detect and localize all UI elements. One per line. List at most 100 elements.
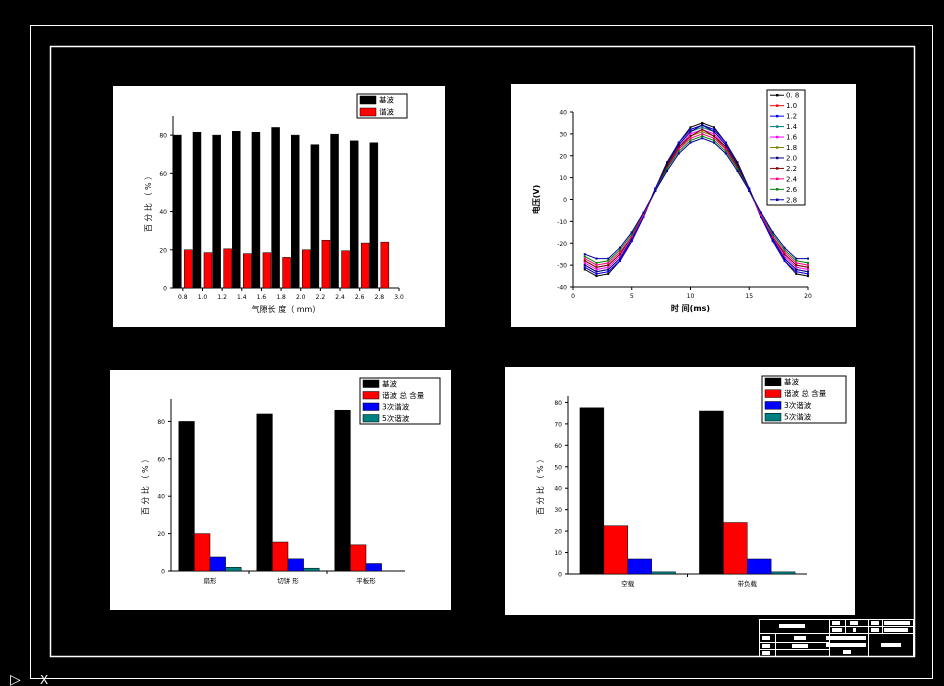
data-point: [619, 253, 621, 256]
x-tick-label: 1.2: [217, 294, 227, 301]
data-point: [795, 261, 798, 264]
y-tick-label: 30: [554, 507, 562, 514]
data-point: [630, 240, 633, 243]
data-point: [595, 264, 598, 267]
data-point: [713, 130, 715, 133]
data-point: [666, 163, 668, 166]
data-point: [724, 143, 727, 146]
data-point: [677, 143, 680, 146]
legend-swatch: [362, 402, 380, 411]
data-point: [771, 240, 774, 243]
data-point: [630, 235, 633, 238]
data-point: [807, 266, 809, 269]
data-point: [583, 259, 586, 262]
x-tick-label: 平板形: [356, 576, 376, 585]
data-point: [595, 261, 598, 264]
y-tick-label: -20: [557, 241, 567, 248]
y-tick-label: 50: [554, 464, 562, 471]
data-point: [607, 261, 610, 264]
data-point: [595, 268, 598, 271]
data-point: [795, 268, 798, 271]
legend-label: 谐波 总 含量: [784, 388, 827, 398]
data-point: [713, 135, 715, 138]
data-point: [771, 231, 774, 234]
data-point: [666, 161, 668, 164]
data-point: [760, 216, 762, 218]
bar: [251, 131, 261, 289]
data-point: [677, 141, 680, 144]
y-tick-label: 20: [554, 529, 562, 536]
data-point: [595, 257, 598, 260]
x-tick-label: 1.4: [237, 294, 247, 301]
bar: [349, 140, 359, 289]
x-tick-label: 3.0: [394, 294, 404, 301]
x-tick-label: 0.8: [178, 294, 188, 301]
data-point: [713, 141, 715, 144]
legend-label: 5次谐波: [784, 412, 812, 422]
data-point: [748, 187, 751, 190]
bar: [256, 413, 273, 572]
y-tick-label: 20: [559, 153, 567, 160]
legend-label: 谐波 总 含量: [382, 390, 425, 400]
data-point: [583, 253, 586, 256]
data-point: [807, 257, 809, 260]
bar: [272, 541, 289, 572]
series-line-2.8: [584, 137, 808, 260]
x-tick-label: 20: [804, 293, 812, 300]
y-tick-label: 0: [161, 569, 165, 576]
legend-marker: [776, 135, 779, 139]
data-point: [783, 257, 786, 260]
legend-marker: [776, 188, 779, 191]
x-tick-label: 0: [571, 293, 575, 300]
legend-label: 2.8: [786, 196, 797, 204]
data-point: [783, 246, 786, 249]
bar: [184, 249, 193, 289]
y-tick-label: 60: [157, 456, 165, 463]
data-point: [783, 253, 786, 256]
legend-label: 1.6: [786, 134, 798, 142]
data-point: [748, 189, 751, 192]
x-tick-label: 1.8: [276, 294, 286, 301]
bar: [303, 567, 320, 572]
bar: [310, 144, 320, 289]
legend-marker: [776, 114, 779, 118]
data-point: [619, 246, 621, 249]
legend-swatch: [764, 401, 782, 410]
x-tick-label: 带负载: [738, 579, 758, 588]
legend-marker: [776, 156, 779, 160]
data-point: [783, 251, 786, 253]
legend-label: 1.8: [786, 144, 797, 152]
data-point: [807, 272, 809, 275]
data-point: [724, 148, 727, 151]
bar: [770, 571, 796, 575]
data-point: [689, 141, 692, 144]
bar: [203, 252, 213, 289]
data-point: [771, 235, 774, 238]
bar: [212, 134, 221, 289]
y-tick-label: 0: [563, 197, 567, 204]
x-tick-label: 2.0: [296, 294, 306, 301]
data-point: [583, 257, 586, 260]
title-block: [759, 619, 914, 657]
data-point: [807, 275, 809, 278]
bar: [699, 410, 724, 575]
data-point: [736, 161, 739, 164]
data-point: [595, 272, 598, 275]
data-point: [795, 266, 798, 269]
data-point: [619, 259, 621, 262]
data-point: [677, 146, 680, 148]
data-point: [701, 128, 704, 131]
y-tick-label: 40: [157, 494, 165, 501]
bar: [262, 252, 272, 289]
x-tick-label: 空载: [621, 579, 635, 588]
data-point: [666, 170, 668, 173]
data-point: [724, 141, 727, 144]
data-point: [760, 211, 762, 214]
chart-line-voltage: -40 -30 -20 -10 0 10 20 30 40 电压(V) 时 间(ms) 0 5 10 15 2…: [511, 84, 856, 327]
data-point: [654, 189, 657, 192]
data-point: [713, 139, 715, 142]
legend-label: 1.0: [786, 102, 797, 110]
data-point: [760, 213, 762, 216]
